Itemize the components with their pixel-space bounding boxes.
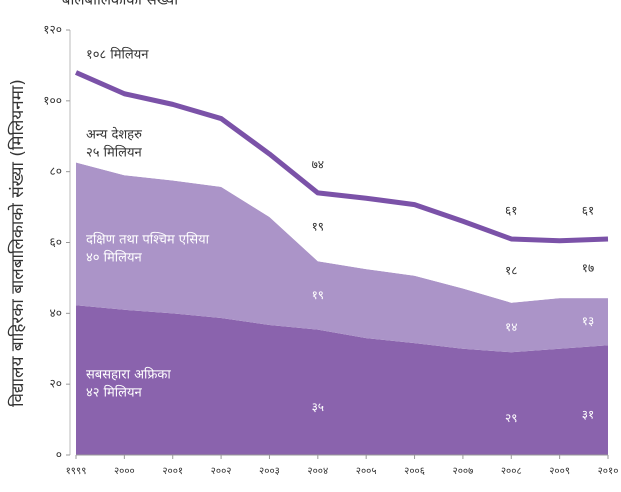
x-tick-label: २००५ bbox=[356, 466, 377, 477]
x-tick-label: २००० bbox=[114, 466, 135, 477]
area bbox=[76, 72, 608, 303]
x-tick-label: २००१ bbox=[162, 466, 183, 477]
total-label: ६१ bbox=[582, 203, 594, 217]
annotation: २५ मिलियन bbox=[86, 145, 143, 161]
x-tick-label: २०१० bbox=[598, 466, 619, 477]
annotation: ४२ मिलियन bbox=[86, 385, 143, 401]
value-label: १९ bbox=[312, 288, 324, 302]
y-axis-label: विद्यालय बाहिरका बालबालिकाको संख्या (मिल… bbox=[7, 79, 28, 407]
annotation: १०८ मिलियन bbox=[86, 47, 149, 63]
y-tick-label: ६० bbox=[50, 235, 62, 249]
value-label: १३ bbox=[582, 314, 594, 328]
y-tick-label: २० bbox=[50, 377, 62, 391]
y-tick-label: ० bbox=[56, 448, 62, 462]
value-label: १७ bbox=[582, 261, 594, 275]
annotation: सबसहारा अफ्रिका bbox=[86, 367, 171, 383]
x-tick-label: २००४ bbox=[307, 466, 328, 477]
y-tick-label: ४० bbox=[50, 306, 62, 320]
x-tick-label: २००३ bbox=[259, 466, 280, 477]
value-label: १४ bbox=[505, 320, 517, 334]
y-tick-label: १०० bbox=[43, 93, 62, 107]
chart-title: बालबालिकाको संख्या bbox=[62, 0, 179, 9]
total-label: ७४ bbox=[312, 157, 324, 171]
value-label: २९ bbox=[505, 411, 517, 425]
x-tick-label: २००२ bbox=[211, 466, 232, 477]
annotation: ४० मिलियन bbox=[86, 250, 143, 266]
y-tick-label: ८० bbox=[50, 164, 62, 178]
total-line bbox=[74, 70, 609, 244]
annotation: अन्य देशहरु bbox=[86, 127, 142, 143]
value-label: १८ bbox=[505, 263, 517, 277]
annotation: दक्षिण तथा पश्चिम एसिया bbox=[86, 232, 210, 248]
x-tick-label: २००७ bbox=[453, 466, 474, 477]
y-tick-label: १२० bbox=[43, 23, 62, 37]
value-label: ३१ bbox=[582, 408, 594, 422]
value-label: ३५ bbox=[312, 400, 324, 414]
total-label: ६१ bbox=[505, 203, 517, 217]
x-tick-label: २००६ bbox=[404, 466, 425, 477]
value-label: १९ bbox=[312, 220, 324, 234]
area bbox=[76, 305, 608, 455]
area bbox=[76, 162, 608, 353]
x-tick-label: २००८ bbox=[501, 466, 522, 477]
x-tick-label: २००९ bbox=[549, 466, 570, 477]
x-tick-label: १९९९ bbox=[66, 466, 87, 477]
